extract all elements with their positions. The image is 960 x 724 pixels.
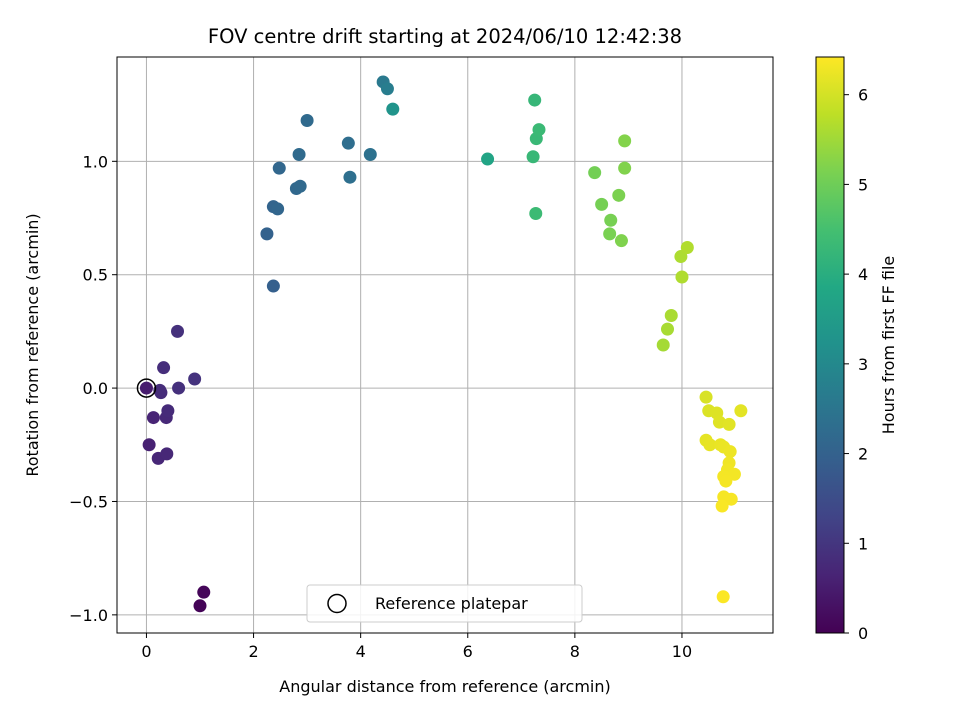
data-point <box>528 93 542 107</box>
x-tick-label: 2 <box>248 642 258 661</box>
reference-platepar-marker <box>136 378 157 398</box>
data-point <box>526 150 540 164</box>
data-point <box>341 136 355 150</box>
data-point <box>272 161 286 175</box>
data-point <box>197 585 211 599</box>
data-point <box>715 499 729 513</box>
data-point <box>188 372 202 386</box>
data-point <box>481 152 495 166</box>
data-points <box>139 75 748 613</box>
data-point <box>699 390 713 404</box>
colorbar-ticks: 0 1 2 3 4 5 6 <box>844 86 868 643</box>
data-point <box>193 599 207 613</box>
data-point <box>604 213 618 227</box>
colorbar-tick-label: 3 <box>858 355 868 374</box>
x-tick-label: 0 <box>141 642 151 661</box>
data-point <box>300 113 314 127</box>
chart-title: FOV centre drift starting at 2024/06/10 … <box>208 25 682 48</box>
colorbar-tick-label: 5 <box>858 175 868 194</box>
data-point <box>680 240 694 254</box>
data-point <box>588 166 602 180</box>
legend: Reference platepar <box>306 584 583 623</box>
x-tick-label: 10 <box>672 642 692 661</box>
y-axis-ticks: −1.0 −0.5 0.0 0.5 1.0 <box>69 152 117 625</box>
data-point <box>532 123 546 137</box>
colorbar-tick-label: 2 <box>858 445 868 464</box>
colorbar-tick-label: 6 <box>858 86 868 105</box>
data-point <box>146 411 160 425</box>
data-point <box>703 438 717 452</box>
data-point <box>723 445 737 459</box>
data-point <box>724 492 738 506</box>
colorbar-tick-label: 0 <box>858 624 868 643</box>
data-point <box>674 250 688 264</box>
y-axis-label: Rotation from reference (arcmin) <box>23 213 42 476</box>
y-tick-label: 0.0 <box>83 379 108 398</box>
data-point <box>271 202 285 216</box>
data-point <box>603 227 617 241</box>
data-point <box>142 438 156 452</box>
y-tick-label: −1.0 <box>69 606 108 625</box>
data-point <box>661 322 675 336</box>
x-axis-label: Angular distance from reference (arcmin) <box>279 677 610 696</box>
colorbar-label: Hours from first FF file <box>879 256 898 435</box>
data-point <box>160 447 174 461</box>
legend-reference-marker <box>327 593 347 614</box>
data-point <box>363 148 377 162</box>
data-point <box>618 161 632 175</box>
data-point <box>293 179 307 193</box>
data-point <box>153 383 167 397</box>
x-tick-label: 8 <box>570 642 580 661</box>
colorbar-tick-label: 4 <box>858 265 868 284</box>
data-point <box>614 234 628 248</box>
colorbar-gradient <box>815 56 845 634</box>
colorbar-tick-label: 1 <box>858 534 868 553</box>
data-point <box>719 474 733 488</box>
y-tick-label: 0.5 <box>83 266 108 285</box>
y-tick-label: −0.5 <box>69 492 108 511</box>
data-point <box>266 279 280 293</box>
data-point <box>675 270 689 284</box>
legend-entry-reference: Reference platepar <box>375 594 528 613</box>
data-point <box>716 590 730 604</box>
data-point <box>343 170 357 184</box>
plot-frame <box>116 56 774 634</box>
colorbar: 0 1 2 3 4 5 6 Hours from first FF file <box>815 56 898 643</box>
data-point <box>618 134 632 148</box>
data-point <box>161 404 175 418</box>
data-point <box>722 417 736 431</box>
y-tick-label: 1.0 <box>83 152 108 171</box>
data-point <box>139 381 153 395</box>
data-point <box>529 206 543 220</box>
data-point <box>656 338 670 352</box>
data-point <box>292 148 306 162</box>
x-tick-label: 6 <box>463 642 473 661</box>
data-point <box>172 381 186 395</box>
data-point <box>380 82 394 96</box>
grid-lines <box>117 57 773 633</box>
x-tick-label: 4 <box>356 642 366 661</box>
data-point <box>386 102 400 116</box>
data-point <box>157 361 171 375</box>
reference-marker-group <box>136 378 157 398</box>
data-point <box>734 404 748 418</box>
data-point <box>595 197 609 211</box>
x-axis-ticks: 0 2 4 6 8 10 <box>141 633 692 661</box>
data-point <box>664 309 678 323</box>
data-point <box>612 188 626 202</box>
data-point <box>171 324 185 338</box>
legend-box <box>306 584 583 623</box>
data-point <box>260 227 274 241</box>
